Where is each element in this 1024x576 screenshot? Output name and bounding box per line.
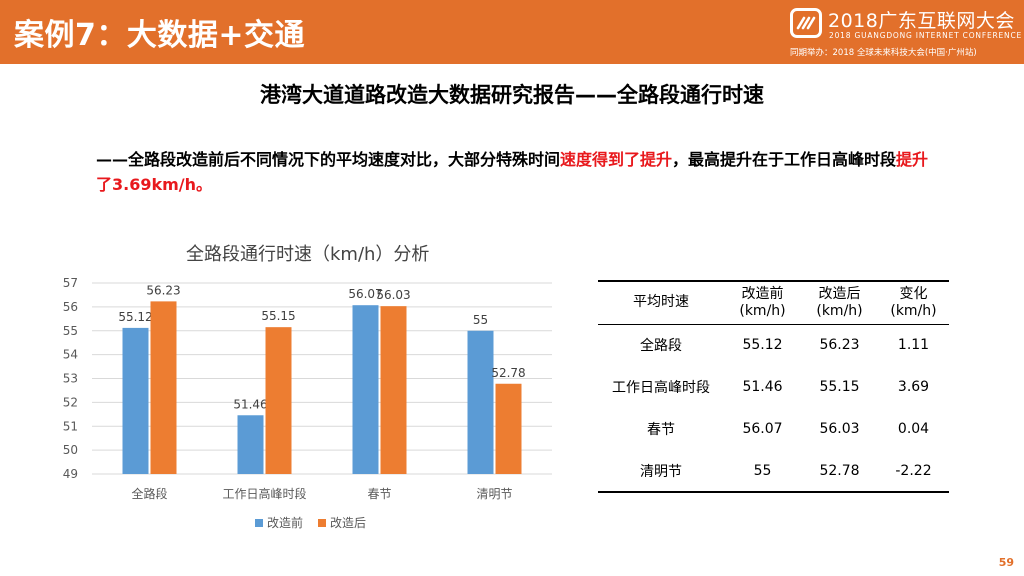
- table-header-cell: 改造前 (km/h): [724, 280, 801, 325]
- data-label: 56.03: [376, 288, 410, 302]
- y-tick-label: 50: [63, 443, 78, 457]
- table-header-cell: 变化 (km/h): [878, 280, 949, 325]
- case-title: 案例7：大数据+交通: [14, 18, 306, 53]
- bar: [265, 327, 292, 474]
- table-cell: -2.22: [878, 450, 949, 493]
- conference-subtitle: 2018 GUANGDONG INTERNET CONFERENCE: [829, 31, 1023, 40]
- y-tick-label: 54: [63, 348, 78, 362]
- description-part3: ，最高提升在于工作日高峰时段: [672, 150, 897, 169]
- table-cell: 55: [724, 450, 801, 493]
- table-cell: 51.46: [742, 379, 783, 395]
- bar: [495, 383, 522, 474]
- table-row: 工作日高峰时段 51.46 55.15 3.69: [598, 366, 949, 408]
- y-tick-label: 53: [63, 372, 78, 386]
- data-label: 55.12: [118, 310, 152, 324]
- chart-title: 全路段通行时速（km/h）分析: [186, 244, 430, 265]
- legend-swatch: [255, 519, 263, 527]
- table-cell: 1.11: [897, 337, 930, 354]
- legend-swatch: [318, 519, 326, 527]
- page-number: 59: [998, 556, 1014, 569]
- y-tick-label: 49: [63, 467, 78, 481]
- description-text: ——全路段改造前后不同情况下的平均速度对比，大部分特殊时间速度得到了提升，最高提…: [96, 147, 936, 197]
- x-tick-label: 清明节: [476, 487, 512, 501]
- header-bar: 案例7：大数据+交通 2018广东互联网大会 2018 GUANGDONG IN…: [0, 0, 1024, 64]
- conference-logo-icon: [790, 8, 822, 38]
- y-tick-label: 57: [63, 276, 78, 290]
- table-cell: 春节: [647, 422, 675, 438]
- table-cell: 0.04: [897, 421, 930, 437]
- x-tick-label: 春节: [367, 487, 391, 501]
- y-tick-label: 55: [63, 324, 78, 338]
- bar: [237, 415, 264, 474]
- table-cell: 全路段: [640, 338, 682, 355]
- table-cell: 52.78: [801, 450, 878, 493]
- data-label: 52.78: [491, 366, 525, 380]
- table-cell: 56.07: [742, 421, 783, 437]
- data-label: 56.23: [146, 283, 180, 297]
- bar: [467, 330, 494, 474]
- data-label: 55: [473, 313, 488, 327]
- data-label: 51.46: [233, 397, 267, 411]
- table-header-cell: 改造后 (km/h): [801, 280, 878, 325]
- legend-label: 改造后: [330, 516, 366, 530]
- legend-label: 改造前: [267, 515, 303, 530]
- data-label: 56.07: [348, 287, 382, 301]
- table-cell: 55.12: [742, 337, 783, 354]
- table-cell: 3.69: [897, 379, 930, 395]
- table-row: 春节 56.07 56.03 0.04: [598, 408, 949, 450]
- table-cell: 56.23: [819, 337, 860, 354]
- bar: [122, 327, 149, 474]
- table-cell: 55.15: [819, 379, 860, 395]
- conference-title: 2018广东互联网大会: [828, 10, 1015, 32]
- description-highlight-2: 提升了3.69km/h。: [96, 150, 929, 194]
- bar: [380, 306, 407, 474]
- description-part1: ——全路段改造前后不同情况下的平均速度对比，大部分特殊时间: [96, 150, 561, 169]
- table-cell: 清明节: [598, 450, 724, 493]
- y-tick-label: 56: [63, 300, 78, 314]
- table-row: 全路段 55.12 56.23 1.11: [598, 324, 949, 366]
- speed-table: 平均时速 改造前 (km/h) 改造后 (km/h) 变化 (km/h) 全路段 55…: [598, 280, 949, 493]
- bar: [352, 305, 379, 474]
- report-title: 港湾大道道路改造大数据研究报告——全路段通行时速: [260, 83, 764, 107]
- table-header-cell: 平均时速: [598, 280, 724, 325]
- table-cell: 56.03: [819, 421, 860, 437]
- y-tick-label: 52: [63, 395, 78, 409]
- conference-note: 同期举办：2018 全球未来科技大会(中国·广州站): [790, 48, 977, 58]
- bar: [150, 301, 177, 474]
- table-row: 清明节 55 52.78 -2.22: [598, 450, 949, 493]
- table-header-row: 平均时速 改造前 (km/h) 改造后 (km/h) 变化 (km/h): [598, 280, 949, 325]
- x-tick-label: 工作日高峰时段: [222, 486, 306, 501]
- table-cell: 工作日高峰时段: [612, 380, 710, 396]
- y-tick-label: 51: [63, 419, 78, 433]
- x-tick-label: 全路段: [131, 486, 167, 501]
- description-highlight-1: 速度得到了提升: [560, 150, 673, 169]
- data-label: 55.15: [261, 309, 295, 323]
